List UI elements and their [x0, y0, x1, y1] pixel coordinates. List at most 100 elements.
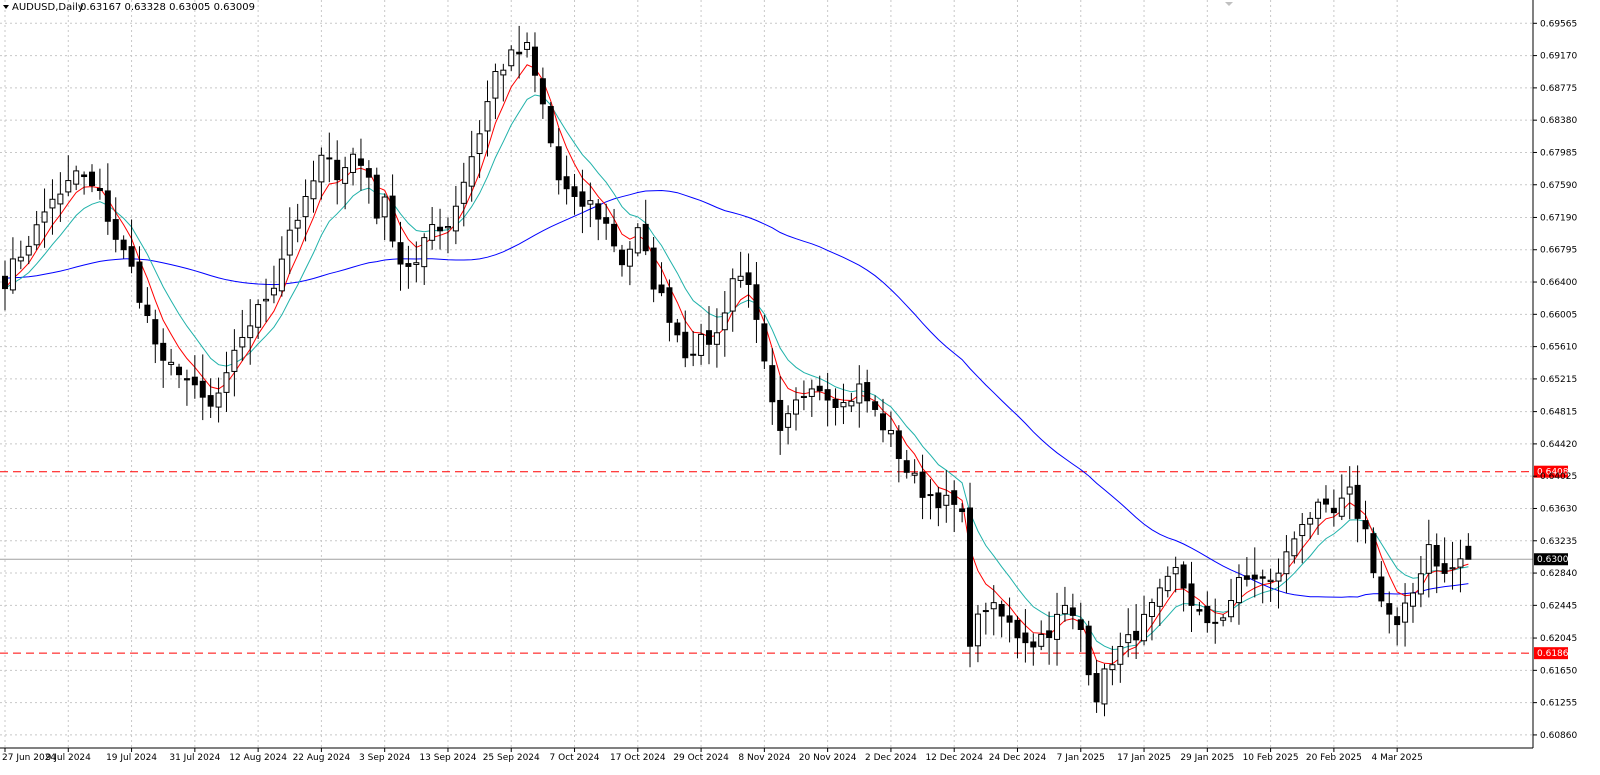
time-tick-label: 7 Jan 2025 [1057, 753, 1105, 763]
candle-body-up [215, 392, 222, 408]
candle-body-up [587, 200, 594, 205]
candle [17, 240, 24, 270]
candle-body-down [579, 191, 586, 207]
candle [895, 425, 902, 483]
candle [294, 203, 301, 243]
down-triangle-icon[interactable] [3, 5, 9, 9]
candle-body-up [421, 237, 428, 268]
time-tick-label: 24 Dec 2024 [989, 753, 1047, 763]
candle [1346, 466, 1353, 520]
candle-body-up [1409, 592, 1416, 607]
candle [357, 138, 364, 191]
candle [310, 160, 317, 213]
candle [1433, 533, 1440, 594]
candle [982, 602, 989, 635]
candle-body-up [429, 224, 436, 241]
candle-body-down [326, 157, 333, 160]
candle-body-down [357, 158, 364, 166]
candle [1259, 569, 1266, 604]
shift-marker-icon[interactable] [1225, 2, 1233, 6]
candles [2, 25, 1472, 717]
price-tick-label: 0.68380 [1540, 116, 1577, 126]
candle-body-up [1425, 544, 1432, 574]
candle [951, 480, 958, 533]
candle-body-up [1315, 501, 1322, 519]
candle [1291, 531, 1298, 564]
candle [302, 179, 309, 242]
candle [1354, 465, 1361, 543]
candle [903, 449, 910, 479]
candle [492, 63, 499, 120]
candle [1101, 663, 1108, 717]
candle-body-up [737, 275, 744, 281]
candle [745, 253, 752, 308]
candle-body-up [263, 298, 270, 302]
candle-body-down [136, 261, 143, 303]
candle [1449, 541, 1456, 590]
candle [397, 221, 404, 291]
candle [500, 63, 507, 102]
candle-body-up [626, 248, 633, 267]
candle [1307, 511, 1314, 540]
price-tick-label: 0.61650 [1540, 666, 1577, 676]
candle-body-down [1030, 641, 1037, 648]
candle [1006, 597, 1013, 643]
candle-body-up [223, 372, 230, 393]
candle [793, 387, 799, 431]
candle [539, 67, 546, 119]
candle-body-down [666, 287, 673, 323]
candle [1038, 620, 1045, 651]
price-tick-label: 0.63235 [1540, 537, 1577, 547]
time-tick-label: 29 Oct 2024 [673, 753, 729, 763]
candle [547, 101, 554, 148]
candle [1441, 537, 1448, 583]
candle-body-down [690, 353, 697, 356]
candle-body-up [1156, 587, 1163, 607]
candle-body-down [1069, 607, 1076, 616]
candle-body-up [943, 494, 950, 506]
candle-body-down [104, 190, 111, 222]
candle-body-down [872, 401, 879, 410]
candle-body-down [176, 366, 183, 376]
candle-body-up [168, 361, 175, 365]
horizontal-levels[interactable]: 0.64080 0.61860 0.63009 [0, 465, 1574, 660]
candle [136, 246, 143, 309]
candle [872, 395, 879, 417]
axes [0, 0, 1534, 749]
time-tick-label: 13 Sep 2024 [419, 753, 476, 763]
candle-body-down [1196, 609, 1203, 612]
candle [864, 369, 871, 413]
candle [1164, 566, 1171, 598]
candle [998, 600, 1005, 638]
candle [1402, 583, 1409, 647]
time-tick-label: 20 Feb 2025 [1306, 753, 1362, 763]
candle [278, 236, 285, 297]
candle-body-down [334, 159, 341, 181]
candle [967, 482, 974, 668]
candle-body-up [1054, 613, 1061, 640]
current-price-box [1534, 553, 1568, 566]
candle-body-down [1188, 583, 1195, 606]
candle-body-down [81, 174, 88, 178]
candle-body-up [1346, 486, 1353, 495]
candle-body-down [1394, 616, 1401, 626]
candle-body-down [183, 378, 190, 381]
candle-body-down [650, 247, 657, 290]
candle [1133, 604, 1140, 660]
candle [800, 380, 807, 411]
candle-body-down [880, 413, 887, 431]
time-tick-label: 3 Sep 2024 [359, 753, 411, 763]
candle [1148, 598, 1155, 641]
candle [1180, 561, 1187, 612]
candle-body-down [618, 249, 625, 266]
candle [856, 365, 863, 428]
candle-body-up [1283, 551, 1290, 575]
candle-body-down [761, 323, 768, 362]
candle [1141, 595, 1148, 646]
candle [342, 156, 349, 210]
candle-body-up [1449, 567, 1456, 570]
candle [1315, 498, 1322, 535]
